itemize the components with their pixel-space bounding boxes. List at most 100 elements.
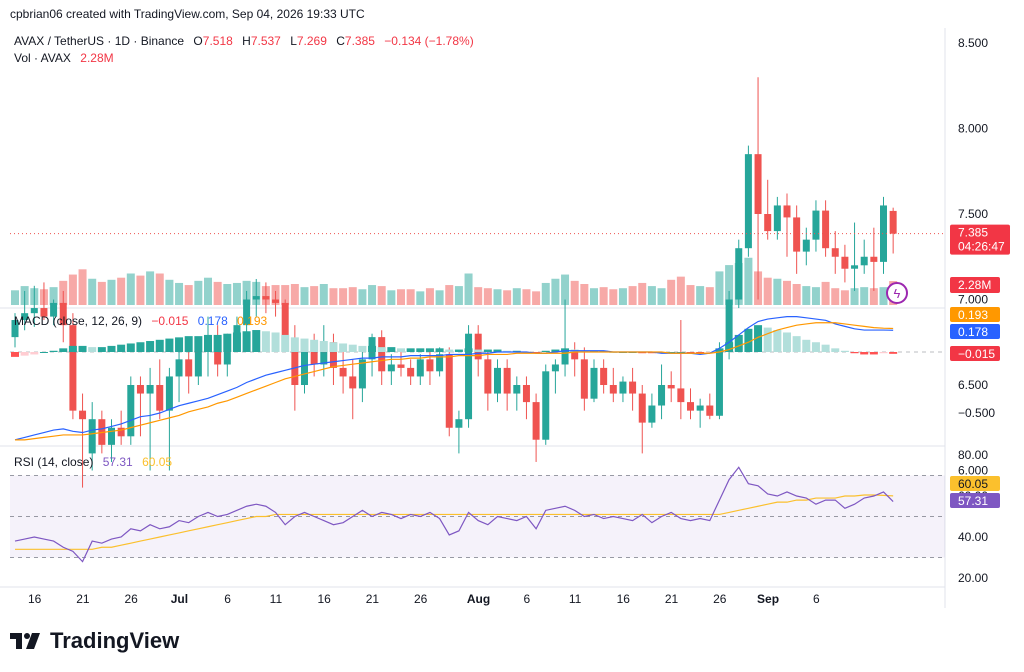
macd-line <box>14 316 894 441</box>
macd-hist-bar <box>213 334 222 352</box>
candle-body <box>416 359 424 377</box>
price-tick-label: 7.000 <box>958 293 988 307</box>
candle-body <box>658 385 666 406</box>
macd-hist-bar <box>397 348 405 352</box>
macd-hist-bar <box>232 332 241 352</box>
macd-hist-bar <box>97 347 106 352</box>
x-tick-label: 16 <box>28 592 42 606</box>
brand-name: TradingView <box>50 628 180 653</box>
macd-hist-bar <box>290 337 299 352</box>
macd-tag-label: 0.178 <box>958 325 988 339</box>
candle-body <box>320 342 328 365</box>
macd-hist-bar <box>561 348 570 352</box>
candle-body <box>11 320 19 338</box>
macd-hist-bar <box>184 336 193 352</box>
volume-bar <box>117 277 126 305</box>
volume-bar <box>290 284 299 305</box>
macd-hist-bar <box>175 337 184 352</box>
candle-body <box>687 402 694 411</box>
macd-hist-bar <box>464 348 473 352</box>
volume-bar <box>792 284 801 305</box>
candle-body <box>783 205 791 218</box>
macd-legend: MACD (close, 12, 26, 9) −0.015 0.178 0.1… <box>14 314 267 328</box>
volume-bar <box>802 286 811 305</box>
macd-hist-bar <box>406 348 415 352</box>
volume-bar <box>406 289 415 305</box>
volume-bar <box>715 271 724 305</box>
macd-hist-bar <box>512 350 521 352</box>
candle-body <box>378 337 386 372</box>
volume-label[interactable]: Vol · AVAX <box>14 51 71 65</box>
volume-bar <box>609 289 618 305</box>
macd-label[interactable]: MACD (close, 12, 26, 9) <box>14 314 143 328</box>
rsi-ma-value: 60.05 <box>142 455 173 469</box>
macd-hist-bar <box>194 336 203 352</box>
macd-hist-bar <box>155 339 164 352</box>
volume-bar <box>532 291 541 305</box>
price-tick-label: 8.000 <box>958 122 988 136</box>
x-tick-label: 6 <box>523 592 530 606</box>
candle-body <box>233 325 241 338</box>
macd-hist-bar <box>11 352 19 357</box>
volume-bar <box>175 282 184 305</box>
candle-body <box>465 333 473 420</box>
symbol-label[interactable]: AVAX / TetherUS · 1D · Binance <box>14 34 185 48</box>
x-tick-label: 16 <box>317 592 331 606</box>
rsi-label[interactable]: RSI (14, close) <box>14 455 94 469</box>
volume-bar <box>416 291 425 305</box>
candle-body <box>88 419 96 454</box>
volume-bar <box>358 289 367 305</box>
macd-hist-bar <box>840 350 849 352</box>
macd-hist-bar <box>435 348 444 352</box>
hist-tag-label: −0.015 <box>958 347 995 361</box>
candle-body <box>156 385 164 411</box>
close-value: 7.385 <box>344 34 375 48</box>
volume-bar <box>194 280 203 305</box>
volume-bar <box>397 289 405 305</box>
x-tick-label: 26 <box>713 592 727 606</box>
tradingview-logo[interactable]: TradingView <box>10 628 179 654</box>
macd-tag <box>950 324 1000 339</box>
volume-bar <box>78 269 87 305</box>
candle-body <box>262 296 270 300</box>
macd-hist-bar <box>348 344 357 352</box>
macd-hist-bar <box>599 350 608 352</box>
volume-bar <box>860 287 869 305</box>
macd-hist-bar <box>425 348 434 352</box>
signal-line <box>15 322 894 441</box>
macd-hist-bar <box>223 333 232 352</box>
candle-body <box>725 299 733 351</box>
volume-bar <box>454 286 463 305</box>
volume-bar <box>126 273 135 305</box>
candle-body <box>272 299 280 303</box>
macd-hist-bar <box>204 334 212 352</box>
macd-hist-bar <box>483 349 492 352</box>
volume-bar <box>464 273 473 305</box>
rsi-tick-label: 40.00 <box>958 530 988 544</box>
volume-bar <box>146 271 155 305</box>
candle-body <box>609 385 617 394</box>
macd-hist-bar <box>754 325 763 352</box>
x-tick-label: 6 <box>224 592 231 606</box>
rsi-value: 57.31 <box>102 455 133 469</box>
candle-body <box>117 427 125 437</box>
flash-icon[interactable]: ϟ <box>886 282 908 304</box>
macd-hist-bar <box>416 348 425 352</box>
candle-body <box>889 210 897 234</box>
candle-body <box>69 325 77 411</box>
rsi-ma-line <box>15 494 894 550</box>
candle-body <box>40 308 48 317</box>
macd-hist-bar <box>792 336 801 352</box>
price-tick-label: 6.500 <box>958 378 988 392</box>
rsi-tag-label: 57.31 <box>958 494 988 508</box>
volume-bar <box>435 290 444 305</box>
candle-body <box>175 359 183 377</box>
macd-hist-bar <box>869 352 878 355</box>
rsi-tick-label: 80.00 <box>958 448 988 462</box>
macd-hist-bar <box>107 345 116 352</box>
candle-body <box>146 385 154 394</box>
candle-body <box>735 248 743 300</box>
low-label: L <box>290 34 297 48</box>
volume-bar <box>329 288 338 305</box>
